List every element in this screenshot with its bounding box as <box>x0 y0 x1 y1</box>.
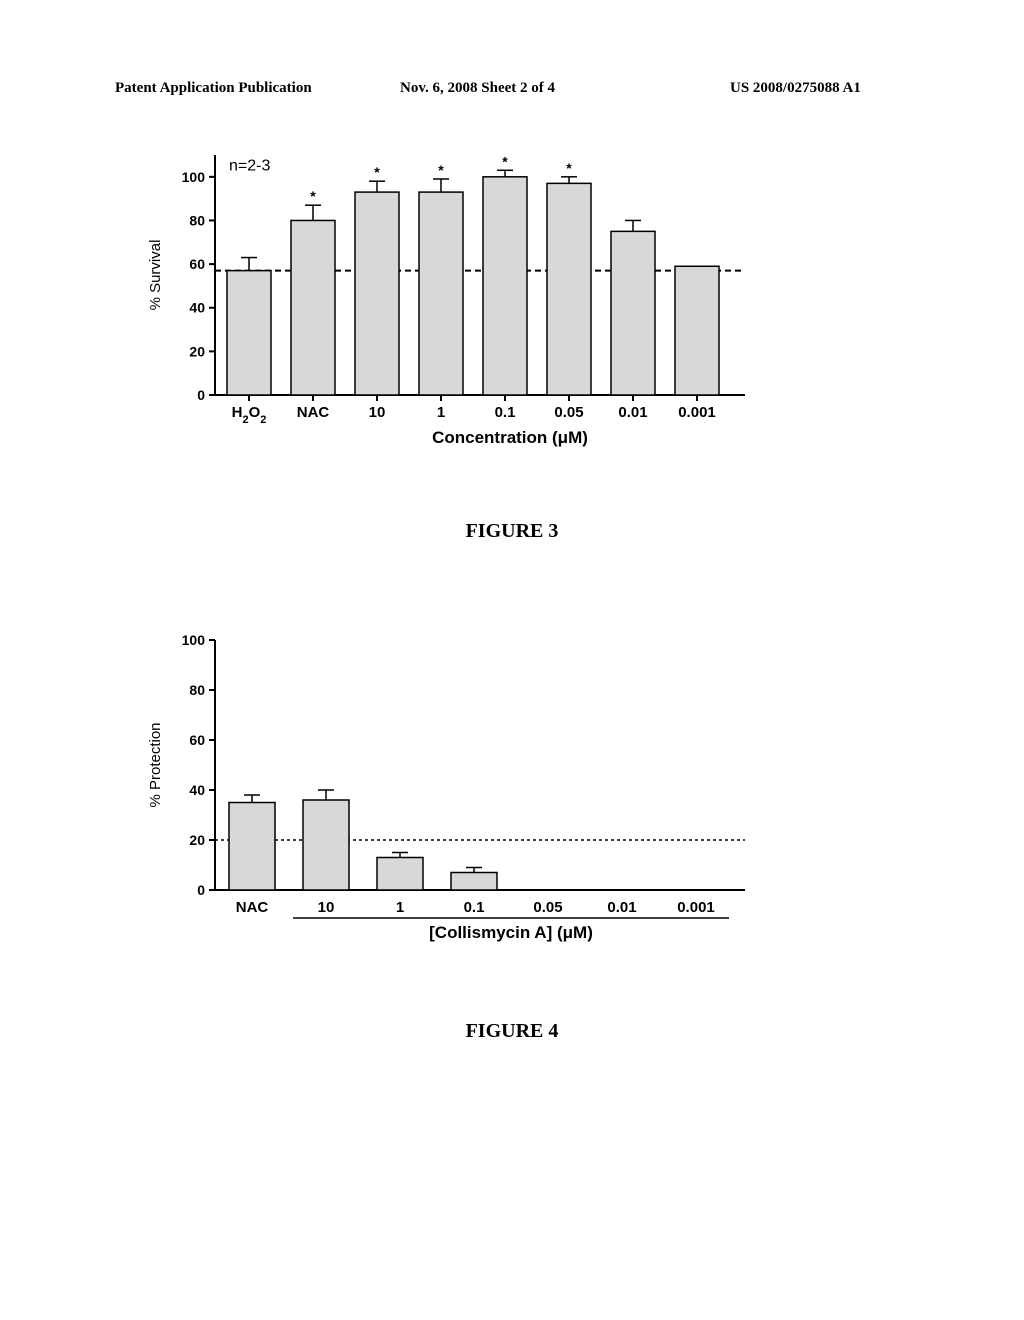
header-pub-number: US 2008/0275088 A1 <box>730 80 861 97</box>
svg-text:60: 60 <box>189 732 205 748</box>
svg-text:100: 100 <box>182 632 206 648</box>
svg-text:20: 20 <box>189 832 205 848</box>
svg-text:n=2-3: n=2-3 <box>229 157 270 174</box>
svg-text:0.1: 0.1 <box>464 899 485 916</box>
svg-text:*: * <box>374 164 380 180</box>
svg-text:0: 0 <box>197 387 205 403</box>
svg-text:80: 80 <box>189 212 205 228</box>
svg-text:% Survival: % Survival <box>147 240 164 311</box>
svg-text:*: * <box>566 160 572 176</box>
svg-text:10: 10 <box>318 899 335 916</box>
svg-text:0.1: 0.1 <box>495 404 516 421</box>
svg-text:NAC: NAC <box>297 404 330 421</box>
header-date-sheet: Nov. 6, 2008 Sheet 2 of 4 <box>400 80 555 97</box>
header-publication: Patent Application Publication <box>115 80 312 97</box>
svg-text:*: * <box>310 188 316 204</box>
svg-text:H2O2: H2O2 <box>232 404 267 426</box>
svg-text:% Protection: % Protection <box>147 722 164 807</box>
svg-text:NAC: NAC <box>236 899 269 916</box>
svg-text:Concentration (μM): Concentration (μM) <box>432 428 588 447</box>
svg-text:[Collismycin A] (μM): [Collismycin A] (μM) <box>429 923 593 942</box>
svg-text:0.05: 0.05 <box>554 404 583 421</box>
svg-text:20: 20 <box>189 343 205 359</box>
figure-4-caption: FIGURE 4 <box>0 1020 1024 1043</box>
svg-text:*: * <box>438 162 444 178</box>
svg-text:1: 1 <box>396 899 404 916</box>
svg-text:40: 40 <box>189 782 205 798</box>
figure-3-caption: FIGURE 3 <box>0 520 1024 543</box>
svg-text:40: 40 <box>189 300 205 316</box>
svg-text:0.01: 0.01 <box>618 404 647 421</box>
svg-text:*: * <box>502 153 508 169</box>
svg-text:1: 1 <box>437 404 445 421</box>
svg-text:0.001: 0.001 <box>677 899 715 916</box>
figure-4-chart: 0 20 40 60 80 100 % Protection NAC 10 1 0.1 0.05 0.0… <box>140 630 780 930</box>
svg-text:10: 10 <box>369 404 386 421</box>
figure-3-chart: 0 20 40 60 80 100 % Survival H2O2 * NAC * 10 * 1 * 0.1 *… <box>140 145 780 445</box>
svg-text:60: 60 <box>189 256 205 272</box>
svg-text:0.001: 0.001 <box>678 404 716 421</box>
svg-text:80: 80 <box>189 682 205 698</box>
svg-text:0: 0 <box>197 882 205 898</box>
svg-text:0.01: 0.01 <box>607 899 636 916</box>
svg-text:100: 100 <box>182 169 206 185</box>
svg-text:0.05: 0.05 <box>533 899 562 916</box>
